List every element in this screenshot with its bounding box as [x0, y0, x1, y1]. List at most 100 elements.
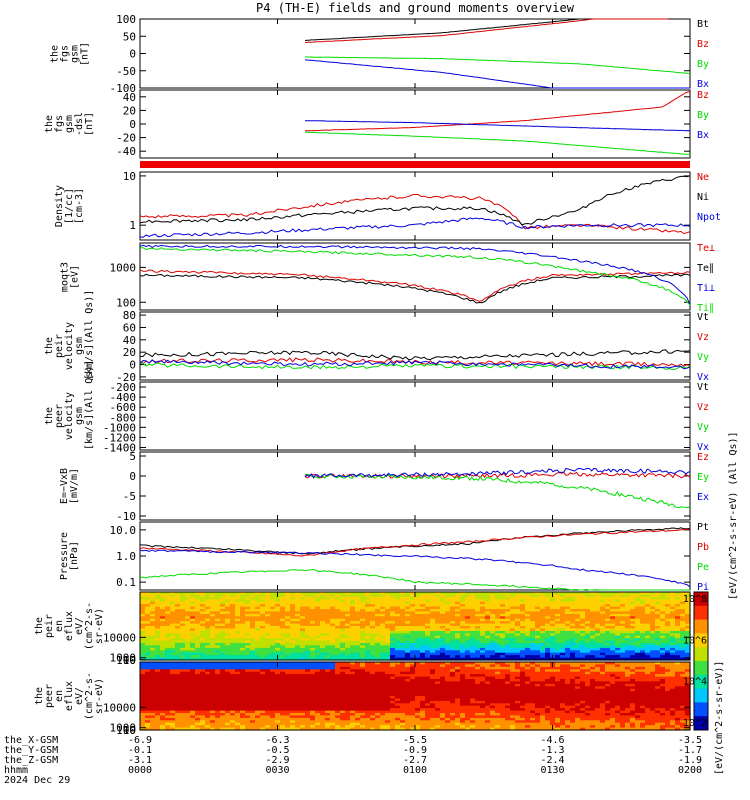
spec-cell	[600, 606, 606, 610]
spec-cell	[320, 693, 326, 697]
spec-cell	[170, 725, 176, 729]
spec-cell	[270, 592, 276, 595]
spec-cell	[530, 645, 536, 649]
spec-cell	[560, 647, 566, 651]
spec-cell	[365, 645, 371, 649]
spec-cell	[580, 640, 586, 644]
spec-cell	[210, 626, 216, 629]
spec-cell	[230, 616, 236, 620]
spec-cell	[440, 647, 446, 651]
spec-cell	[200, 720, 206, 724]
spec-cell	[355, 710, 361, 714]
spec-cell	[310, 717, 316, 721]
spec-cell	[325, 616, 331, 620]
spec-cell	[310, 650, 316, 654]
spec-cell	[210, 679, 216, 682]
spec-cell	[450, 611, 456, 615]
spec-cell	[170, 633, 176, 637]
spec-cell	[325, 708, 331, 712]
spec-cell	[400, 638, 406, 642]
spec-cell	[575, 626, 581, 629]
spec-cell	[255, 596, 261, 600]
spec-cell	[590, 618, 596, 622]
spec-cell	[575, 592, 581, 595]
spec-cell	[340, 633, 346, 637]
spec-cell	[290, 647, 296, 651]
spec-cell	[180, 609, 186, 612]
spec-cell	[330, 679, 336, 682]
spec-cell	[335, 655, 341, 659]
spec-cell	[375, 662, 381, 665]
spec-cell	[430, 657, 436, 661]
spec-cell	[300, 727, 306, 731]
spec-cell	[345, 693, 351, 697]
spec-cell	[360, 645, 366, 649]
spec-cell	[590, 592, 596, 595]
spec-cell	[175, 609, 181, 612]
spec-cell	[250, 696, 256, 699]
spec-cell	[635, 650, 641, 654]
series-Vz	[139, 357, 691, 367]
spec-cell	[265, 599, 271, 603]
spec-cell	[355, 679, 361, 682]
spec-cell	[170, 664, 176, 668]
spec-cell	[400, 700, 406, 704]
spec-cell	[155, 703, 161, 707]
spec-cell	[315, 643, 321, 646]
spec-cell	[335, 705, 341, 709]
spec-cell	[260, 715, 266, 719]
spec-cell	[300, 623, 306, 627]
spec-cell	[295, 635, 301, 639]
spec-cell	[540, 592, 546, 595]
spec-cell	[390, 679, 396, 682]
spec-cell	[330, 604, 336, 608]
spec-cell	[315, 621, 321, 625]
spec-cell	[280, 630, 286, 634]
spec-cell	[635, 601, 641, 605]
spec-cell	[620, 655, 626, 659]
spec-cell	[170, 655, 176, 659]
spec-cell	[530, 655, 536, 659]
spec-cell	[360, 643, 366, 646]
spec-cell	[140, 710, 146, 714]
spec-cell	[205, 720, 211, 724]
spec-cell	[420, 601, 426, 605]
spec-cell	[400, 592, 406, 595]
spec-cell	[455, 633, 461, 637]
spec-cell	[300, 710, 306, 714]
spec-cell	[610, 592, 616, 595]
spec-cell	[310, 698, 316, 702]
spec-cell	[580, 626, 586, 629]
spec-cell	[155, 671, 161, 675]
spec-cell	[180, 715, 186, 719]
spec-cell	[210, 628, 216, 632]
spec-cell	[165, 626, 171, 629]
spec-cell	[355, 688, 361, 692]
spec-cell	[220, 609, 226, 612]
spec-cell	[290, 613, 296, 617]
spec-cell	[525, 611, 531, 615]
spec-cell	[620, 599, 626, 603]
spec-cell	[365, 669, 371, 673]
spec-cell	[145, 662, 151, 665]
spec-cell	[410, 676, 416, 680]
ytick-label: -20	[116, 132, 136, 145]
spec-cell	[630, 635, 636, 639]
spec-cell	[295, 710, 301, 714]
spec-cell	[550, 604, 556, 608]
spec-cell	[350, 601, 356, 605]
spec-cell	[300, 662, 306, 665]
spec-cell	[300, 604, 306, 608]
spec-cell	[205, 662, 211, 665]
spec-cell	[420, 606, 426, 610]
ytick-label: -50	[116, 65, 136, 78]
spec-cell	[140, 703, 146, 707]
spec-cell	[190, 655, 196, 659]
spec-cell	[185, 725, 191, 729]
spec-cell	[300, 703, 306, 707]
spec-cell	[465, 623, 471, 627]
spec-cell	[255, 604, 261, 608]
spec-cell	[240, 666, 246, 670]
spec-cell	[400, 650, 406, 654]
spec-cell	[425, 594, 431, 598]
